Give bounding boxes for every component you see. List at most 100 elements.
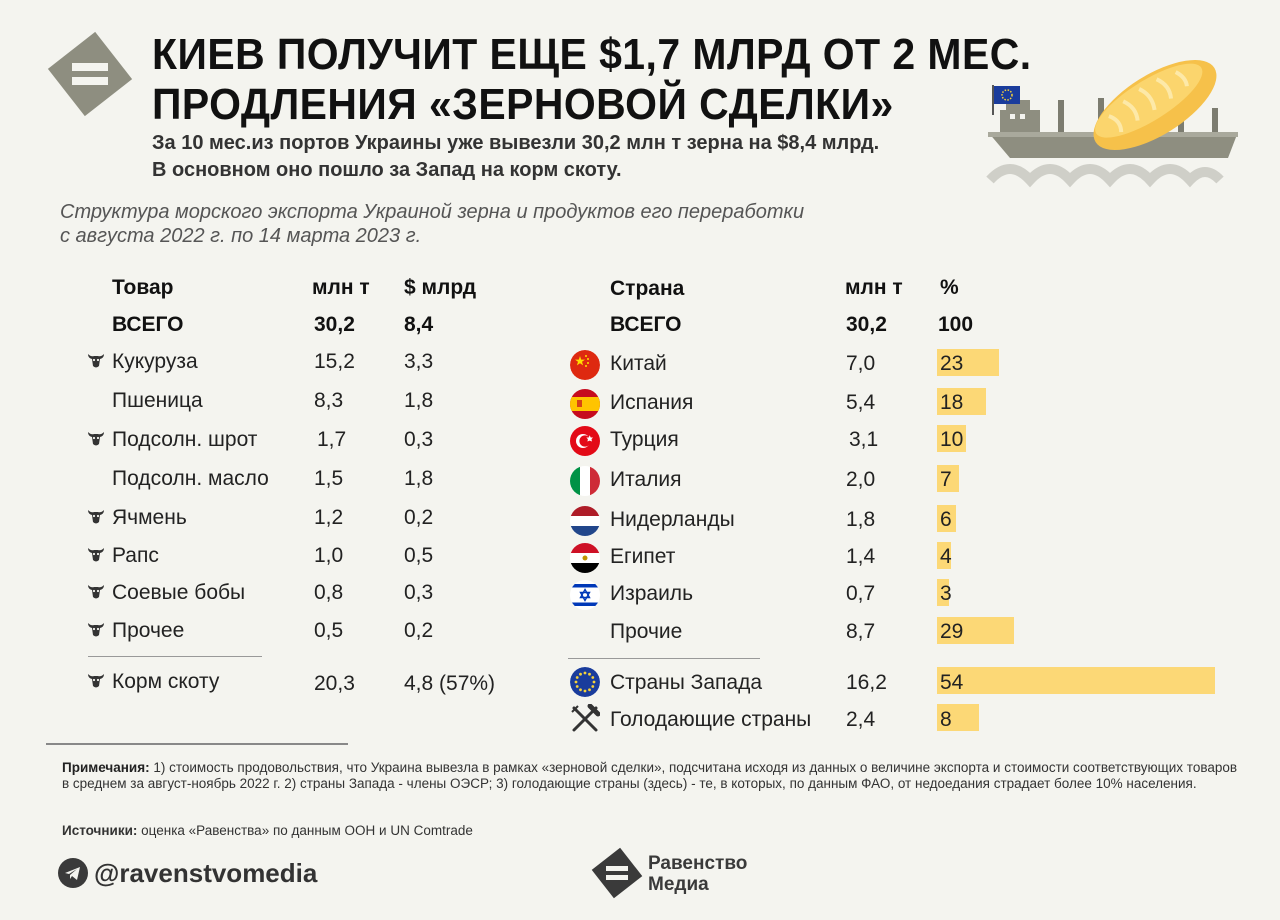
equals-logo-icon	[47, 31, 133, 117]
country-bar-label: 18	[940, 391, 964, 414]
chart-description-line-1: Структура морского экспорта Украиной зер…	[60, 201, 805, 223]
product-mt: 0,5	[314, 619, 344, 642]
cow-icon	[88, 674, 104, 688]
product-name: Прочее	[112, 619, 185, 642]
china-flag-icon	[570, 350, 600, 380]
brand-logo-icon	[591, 847, 643, 899]
product-total-mt: 30,2	[314, 313, 355, 336]
country-mt: 3,1	[849, 428, 879, 451]
product-name: Ячмень	[112, 506, 187, 529]
group-mt: 2,4	[846, 708, 876, 731]
cow-icon	[88, 354, 104, 368]
notes-text: 1) стоимость продовольствия, что Украина…	[62, 760, 1238, 791]
country-bar	[937, 465, 959, 492]
grain-ship-icon	[986, 60, 1238, 188]
country-name: Испания	[610, 391, 694, 414]
country-name: Израиль	[610, 582, 694, 605]
title-line-1: КИЕВ ПОЛУЧИТ ЕЩЕ $1,7 МЛРД ОТ 2 МЕС.	[152, 30, 1032, 79]
country-divider	[568, 658, 760, 659]
telegram-icon[interactable]	[58, 858, 88, 888]
country-bar	[937, 388, 986, 415]
product-usd: 3,3	[404, 350, 434, 373]
country-bar-label: 3	[940, 582, 952, 605]
page-title: КИЕВ ПОЛУЧИТ ЕЩЕ $1,7 МЛРД ОТ 2 МЕС. ПРО…	[152, 30, 1032, 130]
product-summary-mt: 20,3	[314, 672, 355, 695]
subtitle-line-1: За 10 мес.из портов Украины уже вывезли …	[152, 132, 880, 154]
product-usd: 0,2	[404, 506, 434, 529]
cow-icon	[88, 623, 104, 637]
brand-line-1: Равенство	[648, 853, 748, 874]
country-bar	[937, 505, 956, 532]
title-line-2: ПРОДЛЕНИЯ «ЗЕРНОВОЙ СДЕЛКИ»	[152, 80, 894, 129]
subtitle: За 10 мес.из портов Украины уже вывезли …	[152, 130, 992, 184]
cow-icon	[88, 548, 104, 562]
product-name: Рапс	[112, 544, 159, 567]
country-bar-label: 4	[940, 545, 952, 568]
country-name: Италия	[610, 468, 682, 491]
turkey-flag-icon	[570, 426, 600, 456]
chart-description: Структура морского экспорта Украиной зер…	[60, 200, 880, 248]
product-mt: 1,0	[314, 544, 344, 567]
country-mt: 7,0	[846, 352, 876, 375]
column-header-product: Товар	[112, 276, 174, 299]
country-total-pct: 100	[938, 313, 974, 336]
product-mt: 15,2	[314, 350, 355, 373]
product-mt: 1,2	[314, 506, 344, 529]
sources-label: Источники:	[62, 823, 138, 838]
product-usd: 0,2	[404, 619, 434, 642]
product-usd: 1,8	[404, 467, 434, 490]
product-mt: 1,5	[314, 467, 344, 490]
group-bar	[937, 667, 1215, 694]
country-name: Турция	[610, 428, 679, 451]
notes-divider	[46, 743, 348, 745]
group-name: Голодающие страны	[610, 708, 812, 731]
product-name: Соевые бобы	[112, 581, 246, 604]
country-name: Китай	[610, 352, 667, 375]
group-bar	[937, 704, 979, 731]
brand-line-2: Медиа	[648, 874, 709, 895]
country-bar-label: 6	[940, 508, 952, 531]
product-usd: 0,3	[404, 581, 434, 604]
country-bar	[937, 579, 949, 606]
sources-text: оценка «Равенства» по данным ООН и UN Co…	[137, 823, 473, 838]
column-header-country-mt: млн т	[845, 276, 903, 299]
country-bar	[937, 542, 951, 569]
country-bar	[937, 425, 966, 452]
group-bar-label: 54	[940, 671, 964, 694]
country-total-mt: 30,2	[846, 313, 887, 336]
country-name: Нидерланды	[610, 508, 735, 531]
product-name: Кукуруза	[112, 350, 198, 373]
country-bar-label: 10	[940, 428, 964, 451]
product-total-label: ВСЕГО	[112, 313, 184, 336]
notes-label: Примечания:	[62, 760, 150, 775]
chart-description-line-2: с августа 2022 г. по 14 марта 2023 г.	[60, 225, 422, 247]
country-total-label: ВСЕГО	[610, 313, 682, 336]
product-name: Пшеница	[112, 389, 203, 412]
product-name: Подсолн. масло	[112, 467, 269, 490]
italy-flag-icon	[570, 466, 600, 496]
eu-flag-icon	[570, 667, 600, 697]
product-mt: 0,8	[314, 581, 344, 604]
country-mt: 8,7	[846, 620, 876, 643]
column-header-country: Страна	[610, 277, 685, 300]
brand-name: Равенство Медиа	[648, 853, 747, 895]
egypt-flag-icon	[570, 543, 600, 573]
country-bar-label: 7	[940, 468, 952, 491]
telegram-handle[interactable]: @ravenstvomedia	[94, 858, 318, 888]
product-usd: 0,3	[404, 428, 434, 451]
subtitle-line-2: В основном оно пошло за Запад на корм ск…	[152, 159, 622, 181]
spain-flag-icon	[570, 389, 600, 419]
product-divider	[88, 656, 262, 657]
country-mt: 1,4	[846, 545, 876, 568]
israel-flag-icon	[570, 580, 600, 610]
product-usd: 1,8	[404, 389, 434, 412]
product-summary-label: Корм скоту	[112, 670, 220, 693]
fork-knife-icon	[571, 704, 600, 732]
country-bar	[937, 349, 999, 376]
sources: Источники: оценка «Равенства» по данным …	[62, 823, 473, 838]
country-mt: 5,4	[846, 391, 876, 414]
country-mt: 1,8	[846, 508, 876, 531]
country-name: Египет	[610, 545, 676, 568]
group-bar-label: 8	[940, 708, 952, 731]
product-usd: 0,5	[404, 544, 434, 567]
